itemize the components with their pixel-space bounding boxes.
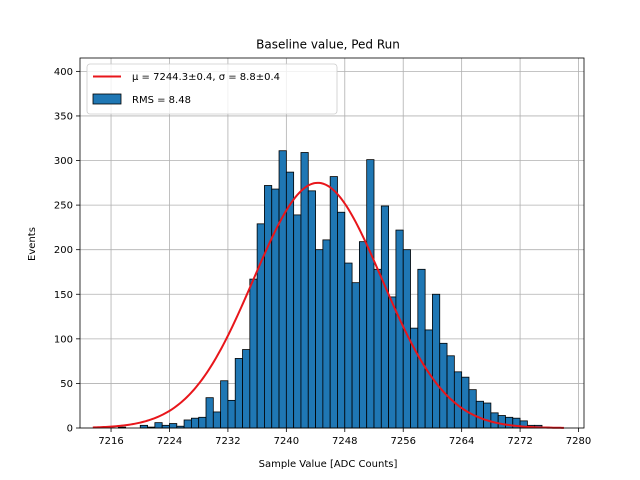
y-tick-label-5: 250 bbox=[54, 201, 73, 212]
y-tick-label-3: 150 bbox=[54, 290, 73, 301]
chart-title: Baseline value, Ped Run bbox=[256, 38, 400, 52]
x-tick-label-4: 7248 bbox=[332, 436, 357, 447]
histogram-bar-7251 bbox=[366, 159, 375, 429]
legend: μ = 7244.3±0.4, σ = 8.8±0.4 RMS = 8.48 bbox=[86, 63, 338, 115]
histogram-bar-7261 bbox=[439, 342, 448, 429]
histogram-bar-7224 bbox=[169, 423, 178, 429]
histogram-bar-7268 bbox=[490, 412, 499, 429]
y-tick-label-1: 50 bbox=[60, 379, 73, 390]
histogram-bar-7250 bbox=[358, 241, 368, 429]
histogram-bar-7234 bbox=[242, 349, 251, 429]
x-tick-label-5: 7256 bbox=[390, 436, 415, 447]
y-tick-label-7: 350 bbox=[54, 111, 73, 122]
histogram-bar-7237 bbox=[264, 185, 273, 429]
x-tick-label-1: 7224 bbox=[157, 436, 182, 447]
legend-fit-label: μ = 7244.3±0.4, σ = 8.8±0.4 bbox=[132, 72, 280, 83]
histogram-bar-7243 bbox=[307, 190, 316, 429]
gaussian-fit-curve bbox=[92, 181, 564, 429]
histogram-bar-7264 bbox=[461, 376, 470, 429]
histogram-bar-7255 bbox=[395, 229, 404, 429]
legend-histogram-swatch bbox=[92, 93, 122, 105]
histogram-bar-7241 bbox=[293, 214, 302, 429]
y-tick-label-8: 400 bbox=[54, 67, 73, 78]
histogram-bar-7239 bbox=[278, 150, 287, 429]
fit-curve-layer bbox=[92, 181, 564, 429]
histogram-bar-7260 bbox=[432, 293, 441, 429]
axes-frame bbox=[79, 57, 585, 429]
x-axis-label: Sample Value [ADC Counts] bbox=[259, 459, 398, 470]
legend-box bbox=[86, 63, 338, 115]
histogram-bar-7248 bbox=[344, 262, 353, 429]
histogram-bars bbox=[117, 150, 550, 429]
histogram-bar-7254 bbox=[388, 296, 397, 429]
y-tick-label-4: 200 bbox=[54, 245, 73, 256]
histogram-bar-7246 bbox=[329, 176, 338, 429]
histogram-bar-7229 bbox=[205, 397, 214, 429]
x-tick-label-8: 7280 bbox=[566, 436, 591, 447]
histogram-bar-7232 bbox=[227, 399, 236, 429]
histogram-bar-7235 bbox=[249, 278, 258, 429]
histogram-bar-7269 bbox=[497, 415, 506, 429]
histogram-bar-7263 bbox=[453, 371, 463, 429]
x-tick-label-2: 7232 bbox=[215, 436, 240, 447]
histogram-bar-7253 bbox=[380, 205, 390, 429]
histogram-bar-7252 bbox=[373, 268, 382, 429]
histogram-bar-7242 bbox=[300, 152, 309, 429]
histogram-bar-7226 bbox=[183, 419, 192, 429]
y-tick-label-6: 300 bbox=[54, 156, 73, 167]
x-tick-label-0: 7216 bbox=[98, 436, 123, 447]
legend-histogram-label: RMS = 8.48 bbox=[132, 95, 191, 106]
histogram-bar-7244 bbox=[315, 249, 324, 429]
histogram-bar-7249 bbox=[351, 282, 360, 429]
histogram-bar-7266 bbox=[475, 400, 484, 429]
x-tick-label-3: 7240 bbox=[274, 436, 299, 447]
histogram-bar-7267 bbox=[483, 402, 492, 429]
histogram-bar-7230 bbox=[212, 411, 222, 429]
histogram-bar-7222 bbox=[154, 422, 163, 429]
histogram-bar-7258 bbox=[417, 268, 426, 429]
histogram-bar-7265 bbox=[468, 389, 477, 429]
histogram-bar-7247 bbox=[337, 211, 346, 429]
axes: 7216 7224 7232 7240 7248 7256 7264 7272 7280 0 50 1… bbox=[54, 57, 591, 447]
histogram-bar-7223 bbox=[161, 424, 170, 429]
histogram-bar-7262 bbox=[446, 355, 455, 429]
x-tick-label-6: 7264 bbox=[449, 436, 474, 447]
y-axis-label: Events bbox=[27, 227, 38, 261]
histogram-bar-7220 bbox=[139, 424, 148, 429]
histogram-bar-7227 bbox=[190, 417, 200, 429]
x-tick-label-7: 7272 bbox=[507, 436, 532, 447]
histogram-bar-7228 bbox=[198, 416, 207, 429]
histogram-bar-7233 bbox=[234, 358, 243, 429]
histogram-bar-7245 bbox=[322, 239, 331, 429]
y-tick-label-0: 0 bbox=[67, 424, 73, 435]
y-tick-label-2: 100 bbox=[54, 334, 73, 345]
histogram-bar-7259 bbox=[424, 329, 433, 429]
histogram-bar-7231 bbox=[220, 380, 229, 429]
